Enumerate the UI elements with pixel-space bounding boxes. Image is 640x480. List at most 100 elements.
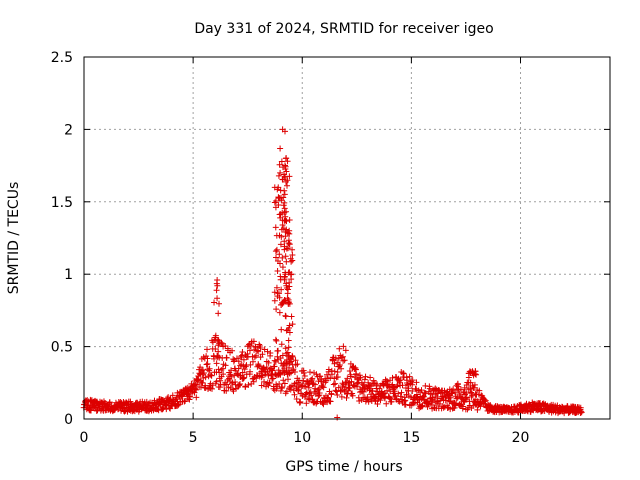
data-point	[213, 378, 220, 385]
data-point	[282, 312, 289, 319]
data-point	[193, 394, 200, 401]
data-point	[345, 380, 352, 387]
data-point	[204, 355, 211, 362]
data-point	[267, 350, 274, 357]
data-point	[346, 384, 353, 391]
data-point	[285, 344, 292, 351]
data-point	[270, 375, 277, 382]
data-point	[339, 383, 346, 390]
data-point	[286, 369, 293, 376]
data-point	[282, 228, 289, 235]
data-point	[169, 392, 176, 399]
data-point	[284, 376, 291, 383]
data-point	[418, 387, 425, 394]
data-point	[327, 398, 334, 405]
data-point	[397, 377, 404, 384]
data-point	[230, 388, 237, 395]
data-point	[481, 398, 488, 405]
data-point	[330, 381, 337, 388]
data-point	[340, 343, 347, 350]
data-point	[271, 289, 278, 296]
data-point	[241, 374, 248, 381]
data-point	[255, 362, 262, 369]
data-point	[468, 389, 475, 396]
data-point	[278, 301, 285, 308]
data-point	[249, 358, 256, 365]
data-point	[284, 295, 291, 302]
data-point	[203, 361, 210, 368]
x-axis-label: GPS time / hours	[285, 459, 402, 475]
data-point	[467, 385, 474, 392]
data-point	[224, 345, 231, 352]
data-point	[413, 379, 420, 386]
data-point	[250, 378, 257, 385]
data-point	[449, 389, 456, 396]
data-point	[303, 390, 310, 397]
data-point	[357, 374, 364, 381]
data-point	[215, 348, 222, 355]
data-point	[204, 360, 211, 367]
data-point	[277, 273, 284, 280]
data-point	[397, 393, 404, 400]
data-point	[278, 158, 285, 165]
y-tick-label: 1	[64, 267, 73, 283]
data-point	[398, 389, 405, 396]
data-point	[328, 391, 335, 398]
data-point	[283, 168, 290, 175]
data-points	[80, 126, 585, 421]
data-point	[386, 383, 393, 390]
data-point	[360, 388, 367, 395]
data-point	[284, 177, 291, 184]
data-point	[269, 367, 276, 374]
data-point	[402, 401, 409, 408]
data-point	[222, 362, 229, 369]
data-point	[319, 383, 326, 390]
data-point	[212, 332, 219, 339]
data-point	[281, 199, 288, 206]
data-point	[365, 381, 372, 388]
data-point	[399, 382, 406, 389]
data-point	[245, 381, 252, 388]
data-point	[400, 370, 407, 377]
data-point	[229, 380, 236, 387]
data-point	[266, 379, 273, 386]
data-point	[255, 348, 262, 355]
data-point	[199, 366, 206, 373]
data-point	[336, 345, 343, 352]
data-point	[474, 406, 481, 413]
data-point	[300, 369, 307, 376]
data-point	[307, 369, 314, 376]
data-point	[291, 391, 298, 398]
data-point	[282, 345, 289, 352]
data-point	[260, 365, 267, 372]
data-point	[272, 254, 279, 261]
data-point	[294, 361, 301, 368]
data-point	[286, 300, 293, 307]
data-point	[256, 341, 263, 348]
data-point	[283, 327, 290, 334]
data-point	[281, 380, 288, 387]
data-point	[476, 387, 483, 394]
data-point	[346, 368, 353, 375]
data-point	[286, 173, 293, 180]
data-point	[209, 385, 216, 392]
data-point	[347, 373, 354, 380]
data-point	[220, 371, 227, 378]
data-point	[447, 394, 454, 401]
data-point	[332, 354, 339, 361]
data-point	[422, 382, 429, 389]
data-point	[376, 385, 383, 392]
data-point	[288, 356, 295, 363]
data-point	[288, 276, 295, 283]
data-point	[271, 357, 278, 364]
data-point	[281, 238, 288, 245]
data-point	[409, 388, 416, 395]
y-tick-label: 2.5	[51, 50, 73, 66]
data-point	[377, 397, 384, 404]
data-point	[288, 313, 295, 320]
data-point	[286, 322, 293, 329]
data-point	[452, 389, 459, 396]
data-point	[275, 184, 282, 191]
data-point	[301, 372, 308, 379]
data-point	[578, 408, 585, 415]
